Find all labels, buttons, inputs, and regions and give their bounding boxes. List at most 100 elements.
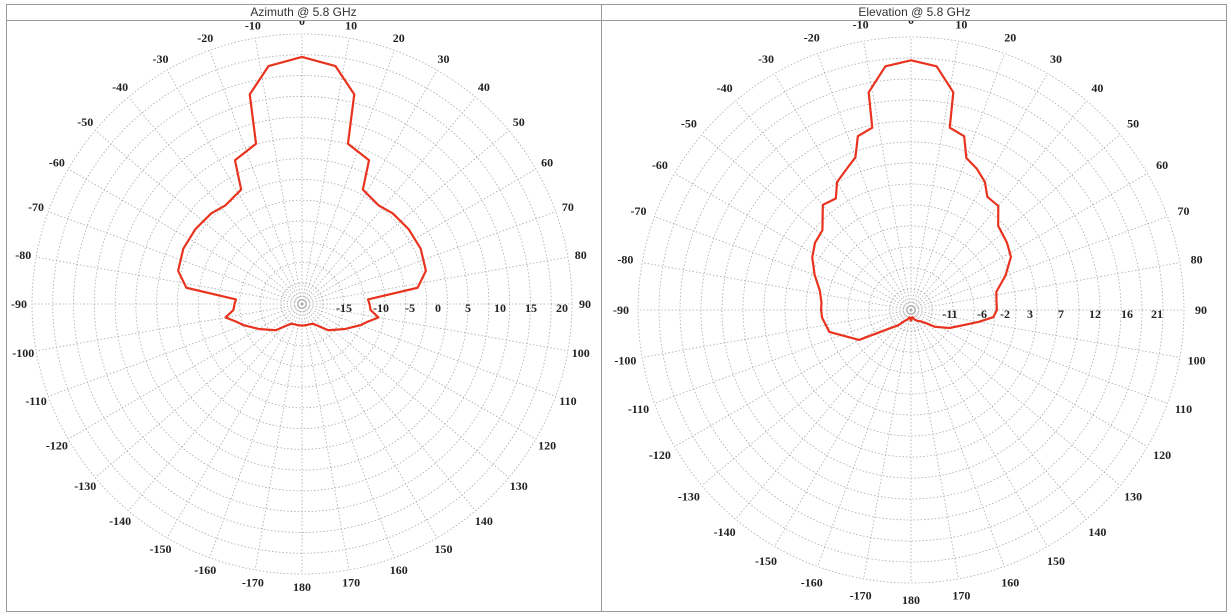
grid-circle: [135, 137, 469, 471]
angle-tick-label: 140: [475, 514, 493, 528]
chart-frame: [6, 4, 1227, 612]
angle-tick-label: -50: [77, 115, 93, 129]
grid-circle: [176, 178, 428, 430]
grid-spoke: [301, 38, 350, 305]
grid-spoke: [910, 134, 1121, 311]
angle-tick-label: 90: [579, 297, 591, 311]
grid-spoke: [301, 303, 556, 397]
grid-spoke: [301, 50, 395, 305]
angle-tick-label: -40: [717, 81, 733, 95]
grid-spoke: [301, 256, 568, 305]
grid-spoke: [36, 303, 303, 352]
radial-tick-label: 15: [525, 301, 537, 315]
grid-circle: [260, 262, 344, 346]
angle-tick-label: -110: [628, 402, 649, 416]
angle-tick-label: -90: [11, 297, 27, 311]
angle-tick-label: -130: [678, 489, 700, 503]
grid-circle: [239, 241, 365, 367]
grid-spoke: [910, 309, 1168, 404]
angle-tick-label: 160: [1001, 576, 1019, 590]
angle-tick-label: 20: [1004, 30, 1016, 44]
grid-spoke: [701, 309, 912, 486]
angle-tick-label: 150: [435, 542, 453, 556]
angle-tick-label: 20: [393, 31, 405, 45]
angle-tick-label: 0: [908, 21, 914, 27]
radial-tick-label: -2: [1000, 307, 1010, 321]
grid-spoke: [67, 168, 303, 305]
angle-tick-label: 140: [1088, 525, 1106, 539]
header-rule: [6, 20, 1227, 21]
angle-tick-label: 130: [1124, 489, 1142, 503]
grid-spoke: [301, 303, 510, 478]
elevation-chart-title: Elevation @ 5.8 GHz: [858, 5, 971, 19]
grid-spoke: [301, 303, 537, 440]
radial-tick-label: 3: [1027, 307, 1033, 321]
grid-spoke: [94, 303, 303, 478]
grid-spoke: [910, 309, 1087, 520]
grid-spoke: [209, 50, 303, 305]
radial-tick-label: -6: [977, 307, 987, 321]
grid-spoke: [654, 309, 912, 404]
angle-tick-label: 50: [1127, 117, 1139, 131]
angle-tick-label: -10: [245, 21, 261, 32]
radial-tick-label: 20: [556, 301, 568, 315]
radial-tick-label: -11: [942, 307, 957, 321]
grid-circle: [218, 220, 386, 388]
grid-spoke: [910, 309, 1121, 486]
angle-tick-label: 170: [342, 576, 360, 590]
angle-tick-label: -50: [681, 117, 697, 131]
angle-tick-label: -100: [614, 353, 636, 367]
grid-spoke: [735, 309, 912, 520]
angle-tick-label: 150: [1047, 554, 1065, 568]
grid-spoke: [94, 130, 303, 305]
angle-tick-label: 90: [1195, 303, 1207, 317]
angle-tick-label: 30: [438, 52, 450, 66]
radial-tick-label: -5: [405, 301, 415, 315]
grid-spoke: [301, 303, 350, 570]
grid-spoke: [301, 211, 556, 305]
angle-tick-label: -160: [801, 576, 823, 590]
angle-tick-label: 160: [390, 563, 408, 577]
angle-tick-label: -120: [649, 448, 671, 462]
angle-tick-label: -30: [758, 52, 774, 66]
grid-spoke: [301, 303, 438, 539]
angle-tick-label: -90: [613, 303, 629, 317]
grid-spoke: [209, 303, 303, 558]
angle-tick-label: -170: [242, 576, 264, 590]
radial-tick-label: 21: [1151, 307, 1163, 321]
angle-tick-label: 100: [572, 346, 590, 360]
grid-spoke: [254, 303, 303, 570]
angle-tick-label: 100: [1188, 353, 1206, 367]
radial-tick-label: 10: [494, 301, 506, 315]
angle-tick-label: 70: [1178, 204, 1190, 218]
angle-tick-label: 60: [541, 156, 553, 170]
grid-spoke: [910, 216, 1168, 311]
angle-tick-label: -80: [15, 248, 31, 262]
angle-tick-label: 80: [1191, 253, 1203, 267]
grid-spoke: [301, 69, 438, 305]
angle-tick-label: -60: [652, 158, 668, 172]
angle-tick-label: 10: [345, 21, 357, 32]
grid-spoke: [166, 303, 303, 539]
angle-tick-label: 40: [478, 80, 490, 94]
grid-spoke: [910, 309, 1005, 567]
grid-spoke: [128, 303, 303, 512]
angle-tick-label: -60: [49, 156, 65, 170]
angle-tick-label: 60: [1156, 158, 1168, 172]
radial-tick-label: 7: [1058, 307, 1064, 321]
angle-tick-label: 170: [952, 589, 970, 603]
angle-tick-label: 120: [1153, 448, 1171, 462]
grid-spoke: [301, 130, 510, 305]
grid-spoke: [301, 303, 476, 512]
angle-tick-label: -150: [150, 542, 172, 556]
grid-circle: [637, 36, 1185, 584]
grid-spoke: [254, 38, 303, 305]
angle-tick-label: 0: [299, 21, 305, 28]
angle-tick-label: 70: [562, 200, 574, 214]
angle-tick-label: 110: [559, 394, 576, 408]
angle-tick-label: 120: [538, 439, 556, 453]
elevation-polar-chart: 0 10 20 30 40 50 60 70 80 90 100 110 120 130 140 150 160…: [613, 21, 1207, 607]
azimuth-chart-title: Azimuth @ 5.8 GHz: [250, 5, 357, 19]
grid-spoke: [654, 216, 912, 311]
radial-tick-label: 16: [1121, 307, 1133, 321]
